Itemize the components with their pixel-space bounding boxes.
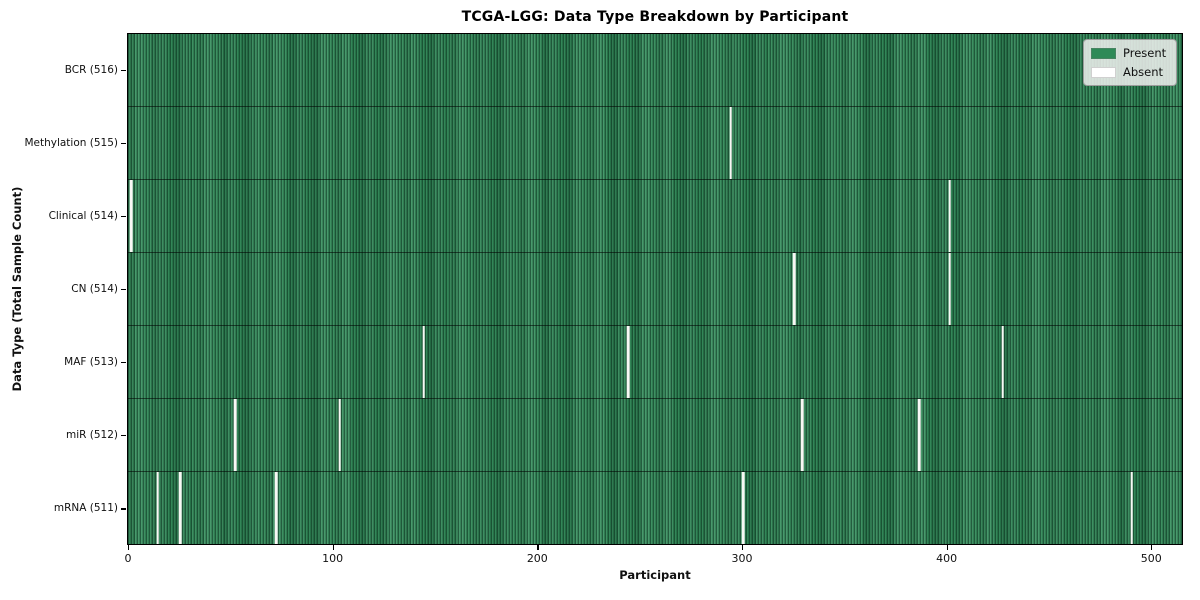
absent-marker-CN-401 — [948, 253, 951, 325]
x-tick-label-500: 500 — [1140, 552, 1162, 565]
row-miR — [128, 398, 1182, 471]
y-tick-mark-miR — [121, 435, 126, 437]
row-Clinical — [128, 179, 1182, 252]
x-tick-mark-100 — [332, 545, 334, 550]
legend-entry-absent: Absent — [1091, 65, 1168, 79]
absent-marker-MAF-427 — [1001, 326, 1005, 398]
y-tick-mark-Methylation — [121, 142, 126, 144]
y-tick-mark-CN — [121, 289, 126, 291]
absent-marker-miR-103 — [338, 399, 342, 471]
x-tick-mark-400 — [946, 545, 948, 550]
absent-marker-mRNA-25 — [178, 472, 182, 544]
row-BCR — [128, 34, 1182, 106]
absent-marker-mRNA-300 — [741, 472, 745, 544]
x-tick-label-400: 400 — [936, 552, 958, 565]
absent-marker-MAF-144 — [422, 326, 426, 398]
absent-marker-Methylation-294 — [729, 107, 732, 179]
y-tick-mark-mRNA — [121, 508, 126, 510]
y-tick-label-BCR: BCR (516) — [64, 63, 118, 76]
absent-marker-mRNA-72 — [275, 472, 278, 544]
absent-marker-MAF-244 — [627, 326, 630, 398]
present-swatch — [1091, 47, 1116, 59]
absent-marker-mRNA-14 — [156, 472, 159, 544]
y-tick-label-mRNA: mRNA (511) — [53, 502, 118, 515]
x-tick-label-100: 100 — [322, 552, 344, 565]
absent-marker-mRNA-490 — [1130, 472, 1134, 544]
absent-marker-CN-325 — [792, 253, 796, 325]
y-tick-label-miR: miR (512) — [65, 429, 118, 442]
x-tick-label-300: 300 — [731, 552, 753, 565]
legend-label-absent: Absent — [1123, 65, 1164, 79]
absent-swatch — [1091, 66, 1116, 78]
y-tick-label-MAF: MAF (513) — [64, 356, 118, 369]
absent-marker-Clinical-401 — [948, 180, 951, 252]
y-tick-label-Methylation: Methylation (515) — [24, 136, 118, 149]
x-axis-label: Participant — [619, 568, 691, 582]
row-Methylation — [128, 106, 1182, 179]
row-CN — [128, 252, 1182, 325]
y-tick-label-CN: CN (514) — [71, 283, 118, 295]
x-tick-label-200: 200 — [526, 552, 548, 565]
chart-title: TCGA-LGG: Data Type Breakdown by Partici… — [461, 9, 849, 25]
x-tick-mark-0 — [128, 545, 130, 550]
x-tick-mark-300 — [741, 545, 744, 550]
y-tick-mark-MAF — [121, 362, 126, 364]
legend-label-present: Present — [1123, 46, 1167, 60]
y-tick-mark-BCR — [121, 69, 126, 71]
legend-entry-present: Present — [1091, 46, 1168, 60]
absent-marker-miR-52 — [234, 399, 237, 471]
y-tick-mark-Clinical — [121, 215, 126, 218]
absent-marker-miR-329 — [801, 399, 804, 471]
absent-marker-miR-386 — [917, 399, 921, 471]
y-tick-label-Clinical: Clinical (514) — [48, 209, 118, 222]
row-mRNA — [128, 471, 1182, 544]
x-tick-mark-500 — [1151, 545, 1153, 550]
x-tick-mark-200 — [537, 545, 539, 550]
legend: Present Absent — [1083, 39, 1177, 86]
row-MAF — [128, 325, 1182, 398]
x-tick-label-0: 0 — [124, 552, 132, 565]
plot-area — [127, 33, 1183, 545]
absent-marker-Clinical-1 — [129, 180, 133, 252]
